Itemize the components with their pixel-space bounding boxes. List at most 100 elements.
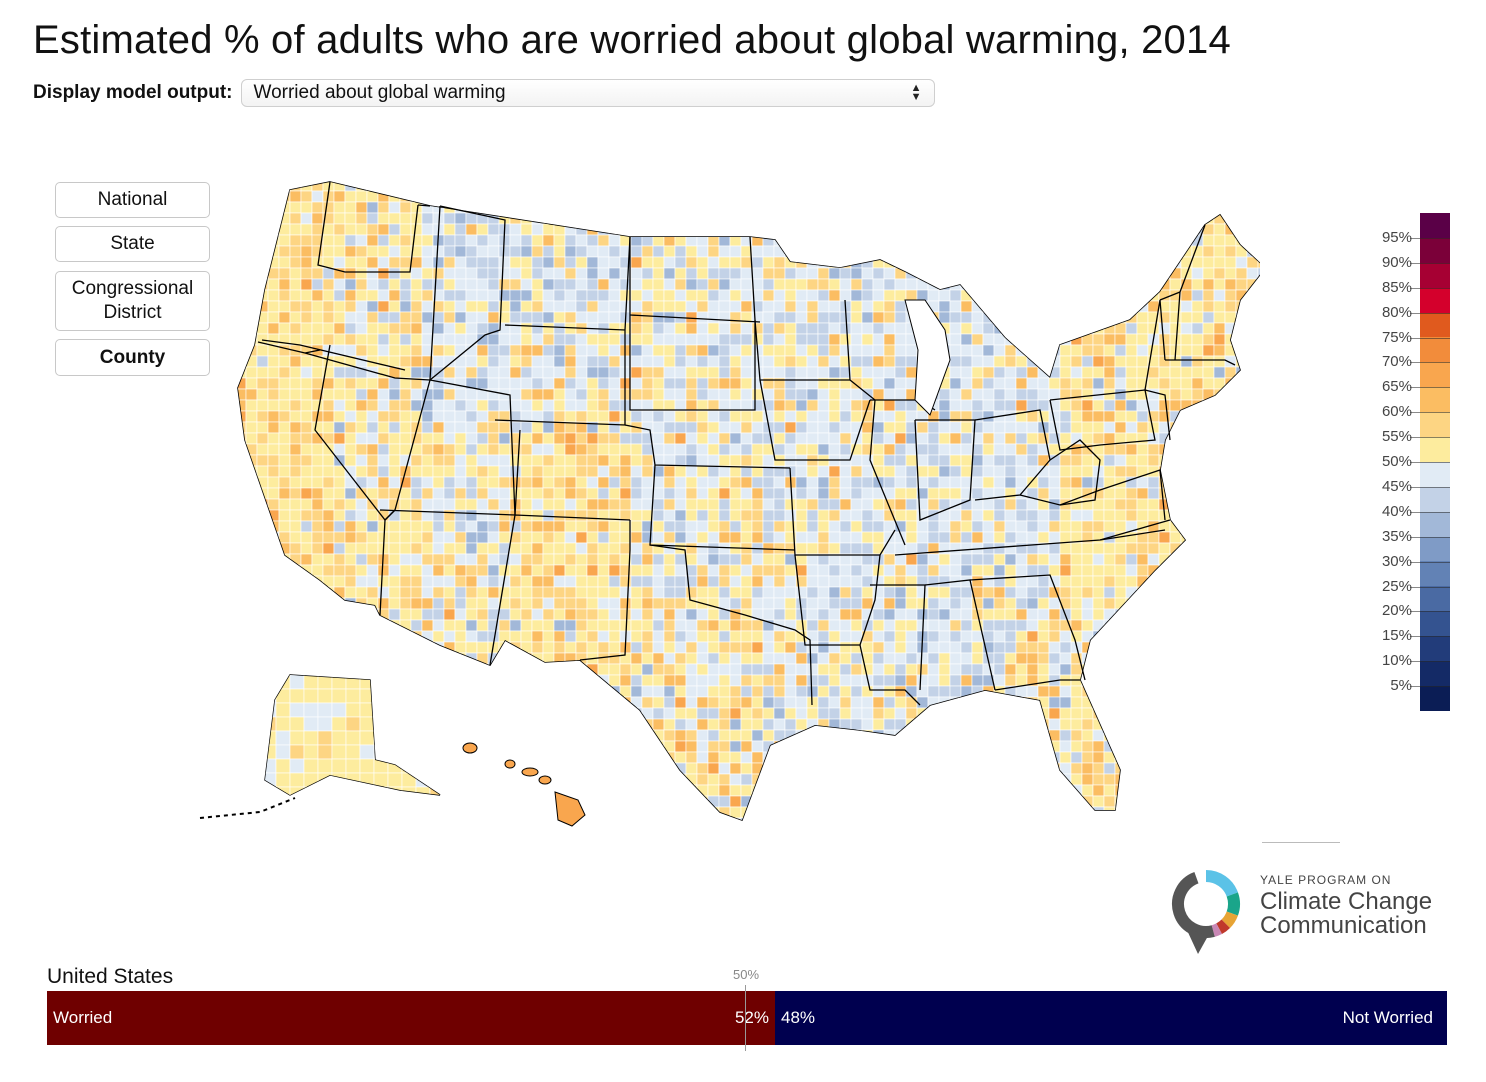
- county-cell: [960, 465, 973, 478]
- county-cell: [1103, 267, 1116, 280]
- county-cell: [872, 278, 885, 291]
- county-cell: [1235, 553, 1248, 566]
- county-cell: [1180, 630, 1193, 643]
- model-output-select[interactable]: Worried about global warming ▲ ▼: [240, 79, 935, 107]
- county-cell: [377, 729, 390, 742]
- county-cell: [1246, 443, 1259, 456]
- county-cell: [993, 377, 1006, 390]
- county-cell: [245, 575, 258, 588]
- county-cell: [685, 740, 698, 753]
- county-cell: [1059, 465, 1072, 478]
- county-cell: [344, 608, 357, 621]
- county-cell: [630, 267, 643, 280]
- county-cell: [1081, 311, 1094, 324]
- county-cell: [806, 311, 819, 324]
- county-cell: [663, 443, 676, 456]
- county-cell: [883, 740, 896, 753]
- congressional-district-button[interactable]: Congressional District: [55, 271, 210, 331]
- county-cell: [773, 267, 786, 280]
- county-cell: [817, 344, 830, 357]
- state-button[interactable]: State: [55, 226, 210, 262]
- county-cell: [905, 355, 918, 368]
- county-cell: [1125, 421, 1138, 434]
- county-cell: [245, 630, 258, 643]
- county-cell: [828, 729, 841, 742]
- county-cell: [311, 443, 324, 456]
- county-cell: [1257, 520, 1260, 533]
- county-cell: [1114, 630, 1127, 643]
- county-cell: [1169, 399, 1182, 412]
- county-cell: [751, 322, 764, 335]
- county-cell: [938, 575, 951, 588]
- county-cell: [388, 564, 401, 577]
- county-cell: [993, 388, 1006, 401]
- county-cell: [366, 663, 379, 676]
- county-cell: [784, 663, 797, 676]
- county-cell: [608, 685, 621, 698]
- county-button[interactable]: County: [55, 339, 210, 376]
- county-cell: [575, 586, 588, 599]
- county-cell: [773, 355, 786, 368]
- county-cell: [729, 586, 742, 599]
- county-cell: [520, 212, 533, 225]
- county-cell: [344, 300, 357, 313]
- county-cell: [949, 553, 962, 566]
- county-cell: [729, 718, 742, 731]
- county-cell: [575, 377, 588, 390]
- county-cell: [1191, 388, 1204, 401]
- county-cell: [322, 465, 335, 478]
- county-cell: [740, 520, 753, 533]
- national-button[interactable]: National: [55, 182, 210, 218]
- county-cell: [410, 256, 423, 269]
- county-cell: [1180, 289, 1193, 302]
- county-cell: [1114, 575, 1127, 588]
- county-cell: [256, 388, 269, 401]
- county-cell: [421, 421, 434, 434]
- county-cell: [1037, 597, 1050, 610]
- county-cell: [1136, 267, 1149, 280]
- county-cell: [1235, 399, 1248, 412]
- county-cell: [1147, 182, 1160, 192]
- county-cell: [993, 344, 1006, 357]
- county-cell: [971, 333, 984, 346]
- county-cell: [1224, 344, 1237, 357]
- county-cell: [729, 190, 742, 203]
- county-cell: [1048, 289, 1061, 302]
- county-cell: [267, 212, 280, 225]
- county-cell: [773, 575, 786, 588]
- county-cell: [817, 542, 830, 555]
- county-cell: [1202, 619, 1215, 632]
- county-cell: [993, 245, 1006, 258]
- county-cell: [476, 344, 489, 357]
- county-cell: [388, 608, 401, 621]
- county-cell: [1147, 190, 1160, 203]
- county-cell: [982, 630, 995, 643]
- county-cell: [839, 201, 852, 214]
- county-cell: [1202, 465, 1215, 478]
- county-cell: [1180, 619, 1193, 632]
- county-cell: [564, 465, 577, 478]
- county-cell: [388, 322, 401, 335]
- county-cell: [1257, 421, 1260, 434]
- county-cell: [1180, 410, 1193, 423]
- county-cell: [1048, 630, 1061, 643]
- county-cell: [608, 520, 621, 533]
- county-cell: [1114, 201, 1127, 214]
- county-cell: [586, 718, 599, 731]
- county-cell: [245, 487, 258, 500]
- us-county-map[interactable]: [150, 175, 1260, 845]
- county-cell: [1136, 212, 1149, 225]
- county-cell: [410, 619, 423, 632]
- county-cell: [388, 245, 401, 258]
- county-cell: [1048, 597, 1061, 610]
- county-cell: [1246, 311, 1259, 324]
- county-cell: [993, 443, 1006, 456]
- county-cell: [696, 487, 709, 500]
- county-cell: [333, 520, 346, 533]
- county-cell: [399, 300, 412, 313]
- county-cell: [542, 190, 555, 203]
- county-cell: [773, 597, 786, 610]
- county-cell: [476, 531, 489, 544]
- county-cell: [696, 333, 709, 346]
- county-cell: [531, 333, 544, 346]
